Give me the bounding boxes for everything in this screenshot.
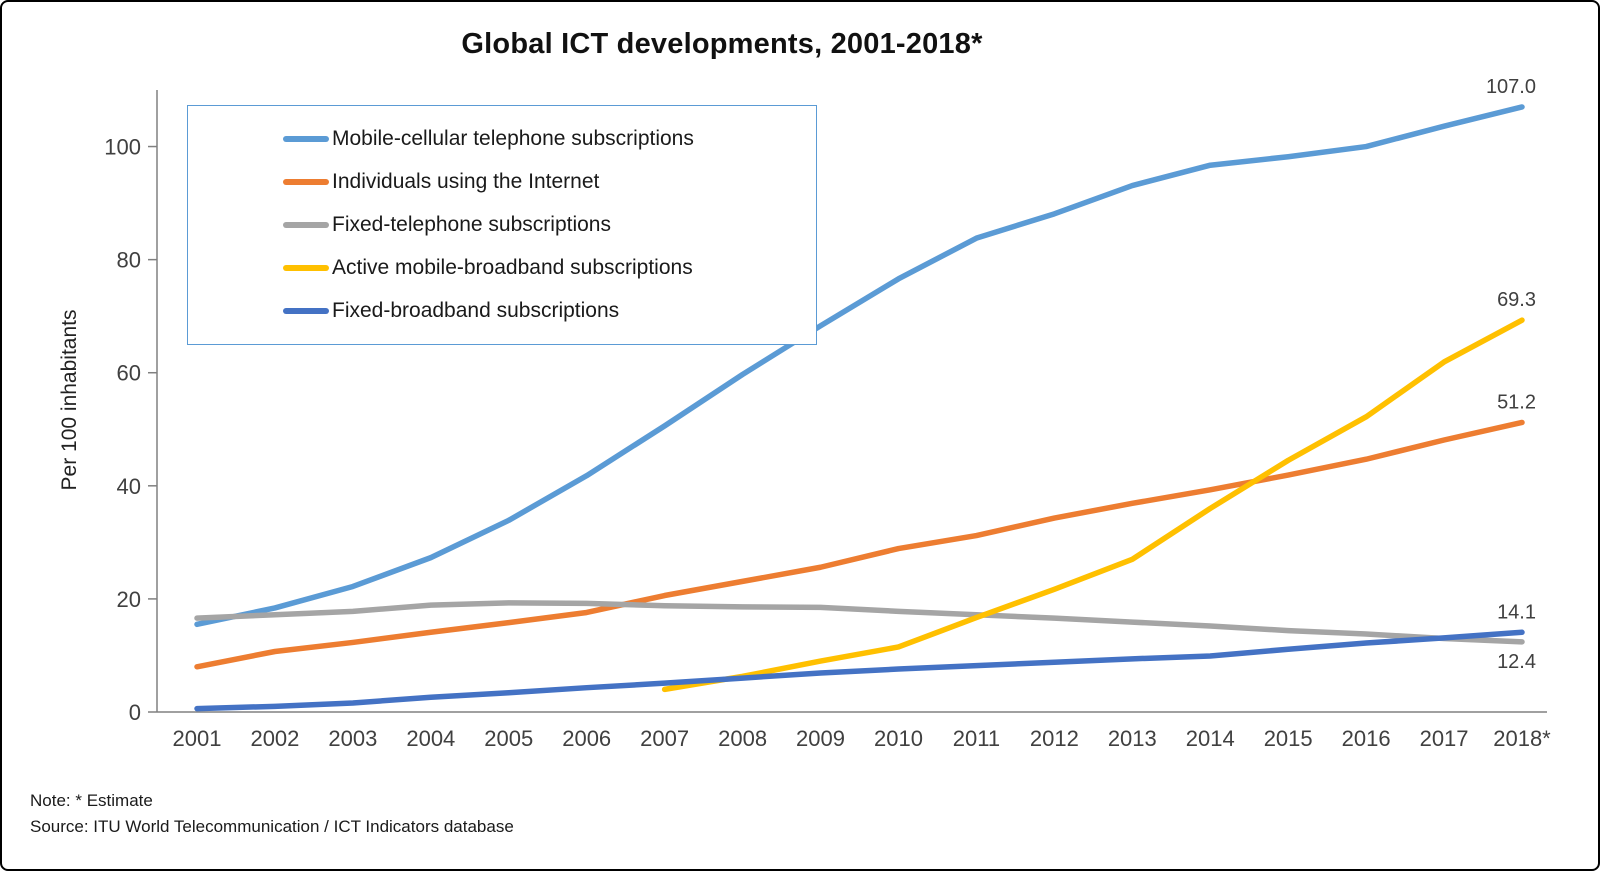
x-tick-label: 2009 xyxy=(796,726,845,751)
series-end-label: 14.1 xyxy=(1497,601,1536,623)
x-tick-label: 2004 xyxy=(406,726,455,751)
legend-item: Fixed-telephone subscriptions xyxy=(283,213,806,237)
legend-swatch xyxy=(283,136,329,143)
legend-item: Active mobile-broadband subscriptions xyxy=(283,256,806,280)
y-tick-label: 60 xyxy=(117,361,141,386)
legend-swatch xyxy=(283,307,329,314)
y-tick-label: 40 xyxy=(117,474,141,499)
legend-label: Fixed-broadband subscriptions xyxy=(332,298,620,322)
legend-swatch xyxy=(283,179,329,186)
y-tick-label: 0 xyxy=(129,700,141,725)
series-end-label: 69.3 xyxy=(1497,289,1536,311)
x-tick-label: 2007 xyxy=(640,726,689,751)
x-tick-label: 2006 xyxy=(562,726,611,751)
legend-item: Fixed-broadband subscriptions xyxy=(283,299,806,323)
legend-swatch xyxy=(283,264,329,271)
chart-title: Global ICT developments, 2001-2018* xyxy=(461,28,983,60)
legend-label: Active mobile-broadband subscriptions xyxy=(332,255,693,279)
x-tick-label: 2016 xyxy=(1342,726,1391,751)
x-tick-label: 2002 xyxy=(250,726,299,751)
x-tick-label: 2017 xyxy=(1420,726,1469,751)
series-line xyxy=(194,629,1525,712)
x-tick-label: 2013 xyxy=(1108,726,1157,751)
series-line xyxy=(194,104,1525,628)
legend-item: Individuals using the Internet xyxy=(283,170,806,194)
series-end-label: 12.4 xyxy=(1497,651,1536,673)
x-tick-label: 2015 xyxy=(1264,726,1313,751)
y-tick-label: 80 xyxy=(117,248,141,273)
x-tick-label: 2012 xyxy=(1030,726,1079,751)
series-end-label: 107.0 xyxy=(1486,76,1536,98)
series-end-label: 51.2 xyxy=(1497,391,1536,413)
x-tick-label: 2005 xyxy=(484,726,533,751)
legend: Mobile-cellular telephone subscriptions I… xyxy=(187,105,817,345)
x-tick-label: 2011 xyxy=(953,726,1000,751)
note-estimate: Note: * Estimate xyxy=(30,791,153,810)
series-line xyxy=(194,600,1525,645)
x-tick-label: 2001 xyxy=(173,726,222,751)
notes: Note: * Estimate Source: ITU World Telec… xyxy=(30,788,514,840)
x-tick-label: 2008 xyxy=(718,726,767,751)
y-tick-label: 20 xyxy=(117,587,141,612)
legend-swatch xyxy=(283,221,329,228)
x-tick-label: 2003 xyxy=(328,726,377,751)
legend-item: Mobile-cellular telephone subscriptions xyxy=(283,127,806,151)
legend-label: Mobile-cellular telephone subscriptions xyxy=(332,127,694,151)
x-tick-label: 2014 xyxy=(1186,726,1235,751)
legend-label: Fixed-telephone subscriptions xyxy=(332,212,611,236)
note-source: Source: ITU World Telecommunication / IC… xyxy=(30,817,514,836)
legend-label: Individuals using the Internet xyxy=(332,170,600,194)
series-line xyxy=(194,419,1525,670)
x-tick-label: 2018* xyxy=(1493,726,1551,751)
y-tick-label: 100 xyxy=(104,135,141,160)
x-tick-label: 2010 xyxy=(874,726,923,751)
series-line xyxy=(661,317,1525,693)
